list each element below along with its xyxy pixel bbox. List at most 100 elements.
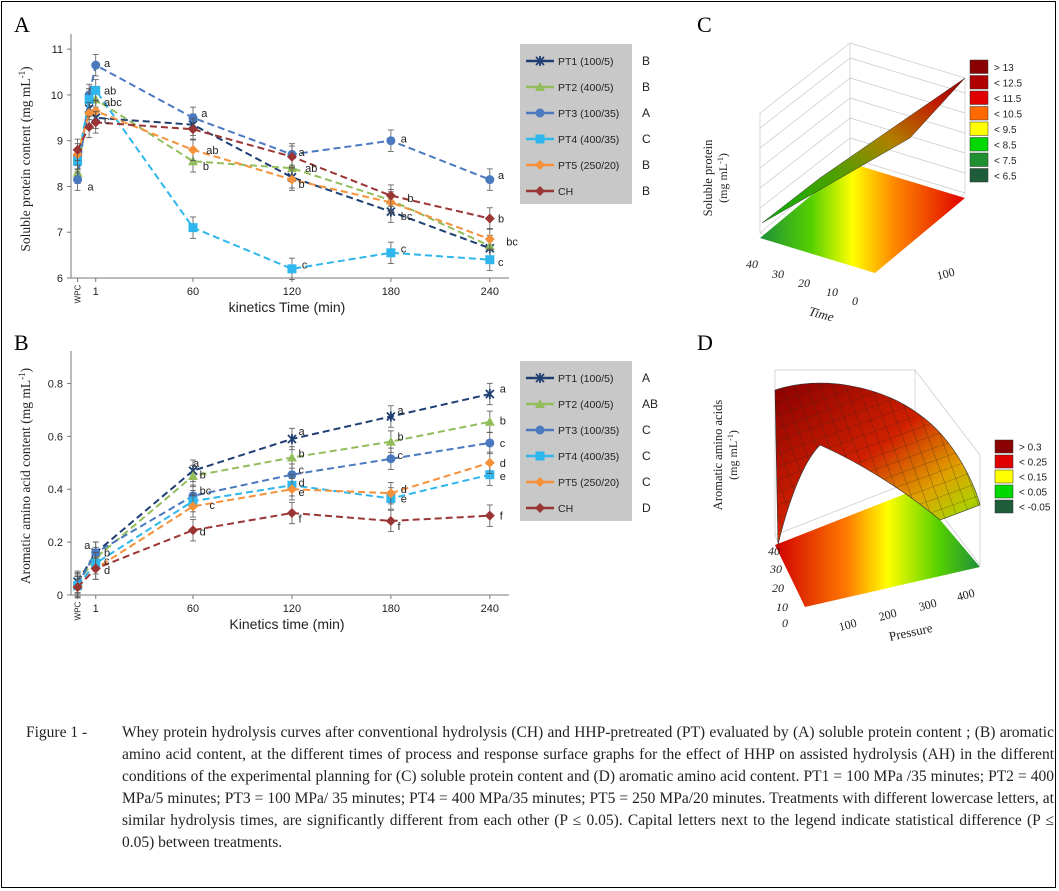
data-point [91, 60, 101, 70]
axis1-tick-label: 10 [776, 600, 788, 614]
legend-marker [535, 373, 545, 383]
x-tick-label: 120 [283, 286, 301, 298]
series-ch [72, 111, 495, 230]
axis1-tick-label: 40 [768, 544, 780, 558]
z-axis-unit: (mg mL-1) [726, 430, 740, 480]
data-point [72, 144, 83, 155]
series-line [76, 63, 491, 181]
significance-letter: c [500, 438, 506, 450]
y-tick-label: 10 [51, 90, 63, 102]
legend-label: PT1 (100/5) [558, 56, 613, 68]
y-tick-label: 0 [57, 590, 63, 602]
data-point [485, 470, 495, 480]
legend-swatch [969, 75, 989, 90]
data-point [484, 416, 495, 426]
legend-swatch [969, 121, 989, 136]
legend-label: < 12.5 [994, 78, 1023, 89]
panel-letter-c: C [697, 12, 712, 37]
x-tick-label: 60 [187, 603, 199, 615]
data-point [72, 582, 83, 593]
z-axis-title: Aromatic amino acids [711, 400, 725, 511]
legend-label: < 0.05 [1019, 488, 1048, 499]
legend-swatch [994, 499, 1014, 514]
data-point [484, 234, 495, 245]
legend-label: < 0.25 [1019, 458, 1048, 469]
legend-swatch [994, 454, 1014, 469]
caption-text: Whey protein hydrolysis curves after con… [122, 724, 1054, 851]
series-line [76, 106, 491, 250]
data-point [286, 452, 297, 462]
significance-letter: b [498, 214, 504, 226]
data-point [188, 525, 199, 536]
data-point [286, 484, 297, 495]
data-point [484, 510, 495, 521]
x-tick-label: WPC [74, 601, 83, 620]
data-point [188, 501, 199, 512]
axis1-tick-label: 30 [769, 562, 782, 576]
surface-legend: > 13 < 12.5 < 11.5 < 10.5 < 9.5 < 8.5 < 7.5 < 6… [969, 59, 1023, 183]
significance-letter: a [84, 540, 91, 552]
data-point [188, 223, 198, 233]
x-tick-label: 120 [283, 603, 301, 615]
significance-letter: bc [200, 486, 212, 498]
legend-swatch [969, 168, 989, 183]
significance-letter: d [104, 565, 110, 577]
legend-swatch [994, 484, 1014, 499]
series-line [76, 420, 491, 584]
axes: 6 7 8 9 10 11 WPC 1 60 120 180 240 kinetics Time (mi… [17, 34, 509, 315]
significance-letter: d [299, 478, 305, 490]
y-tick-label: 6 [57, 273, 63, 285]
significance-letter: d [200, 527, 206, 539]
series-line [76, 441, 490, 585]
legend-label: PT3 (100/35) [558, 108, 619, 120]
legend-group-letter: D [642, 501, 651, 515]
data-point [91, 85, 101, 95]
data-point [385, 488, 396, 499]
data-point [286, 508, 297, 519]
panel-letter-a: A [14, 12, 30, 37]
surface-legend: > 0.3 < 0.25 < 0.15 < 0.05 < -0.05 [994, 439, 1051, 514]
legend-marker [535, 82, 545, 91]
data-point [286, 174, 297, 185]
axis1-tick-label: 40 [746, 257, 758, 271]
legend-label: < 0.15 [1019, 473, 1048, 484]
significance-letter: c [210, 500, 216, 512]
legend-label: PT5 (250/20) [558, 477, 619, 489]
y-tick-label: 0.4 [48, 484, 63, 496]
significance-letter: a [401, 133, 408, 145]
significance-letter: a [498, 170, 505, 182]
significance-letter: a [299, 426, 306, 438]
legend-label: PT4 (400/35) [558, 451, 619, 463]
legend-group-letter: B [642, 184, 650, 198]
data-point [386, 248, 396, 258]
legend-marker [535, 186, 545, 196]
data-point [84, 95, 94, 104]
significance-letter: b [203, 161, 209, 173]
significance-letter: ab [206, 145, 218, 157]
significance-letter: d [401, 484, 407, 496]
data-point [386, 136, 396, 146]
data-point [286, 151, 297, 162]
significance-letter: b [104, 548, 110, 560]
legend-swatch [969, 90, 989, 105]
legend-label: < 11.5 [994, 94, 1022, 105]
surface-c-box [759, 42, 966, 269]
legend-group-letter: A [642, 106, 650, 120]
x-tick-label: 1 [93, 286, 99, 298]
legend-label: < 7.5 [994, 156, 1017, 167]
z-axis-title: Soluble protein [701, 139, 715, 216]
legend-box [520, 361, 632, 521]
legend-label: PT3 (100/35) [558, 425, 619, 437]
data-point [188, 144, 199, 155]
legend-label: > 13 [994, 63, 1014, 74]
legend: PT1 (100/5) A PT2 (400/5) AB PT3 (100/35) C PT… [520, 361, 658, 521]
legend-label: < -0.05 [1019, 503, 1051, 514]
axis1-tick-label: 0 [782, 616, 788, 630]
axis2-tick-label: 100 [935, 265, 956, 283]
legend-swatch [969, 106, 989, 121]
significance-letter: a [500, 384, 507, 396]
axis2-tick-label: 300 [917, 596, 938, 614]
